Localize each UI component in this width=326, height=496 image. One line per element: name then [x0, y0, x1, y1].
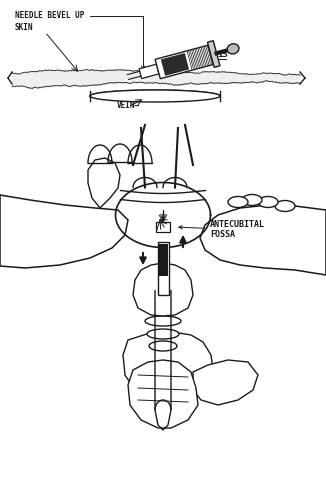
Polygon shape: [139, 64, 159, 78]
Polygon shape: [207, 41, 220, 67]
Polygon shape: [193, 360, 258, 405]
Bar: [157, 242, 169, 295]
Ellipse shape: [258, 196, 278, 207]
Polygon shape: [161, 53, 189, 76]
Ellipse shape: [228, 196, 248, 207]
Ellipse shape: [136, 381, 151, 409]
Text: NEEDLE BEVEL UP: NEEDLE BEVEL UP: [15, 11, 144, 69]
Ellipse shape: [147, 329, 179, 339]
Ellipse shape: [275, 200, 295, 211]
Polygon shape: [133, 263, 193, 316]
Text: 15°: 15°: [218, 51, 234, 60]
Text: VEIN—: VEIN—: [116, 101, 140, 110]
Polygon shape: [88, 158, 120, 208]
Text: ANTECUBITAL
FOSSA: ANTECUBITAL FOSSA: [179, 220, 265, 240]
Polygon shape: [115, 183, 211, 248]
Ellipse shape: [149, 341, 177, 351]
Polygon shape: [0, 195, 128, 268]
Ellipse shape: [175, 386, 190, 414]
Polygon shape: [155, 45, 214, 79]
Text: SKIN: SKIN: [15, 23, 34, 32]
Ellipse shape: [242, 194, 262, 205]
Polygon shape: [200, 205, 326, 275]
Polygon shape: [128, 360, 198, 428]
Ellipse shape: [145, 316, 181, 326]
Bar: [158, 244, 168, 276]
Polygon shape: [123, 332, 213, 402]
Bar: [156, 222, 170, 232]
Ellipse shape: [156, 389, 170, 417]
Ellipse shape: [227, 44, 239, 54]
